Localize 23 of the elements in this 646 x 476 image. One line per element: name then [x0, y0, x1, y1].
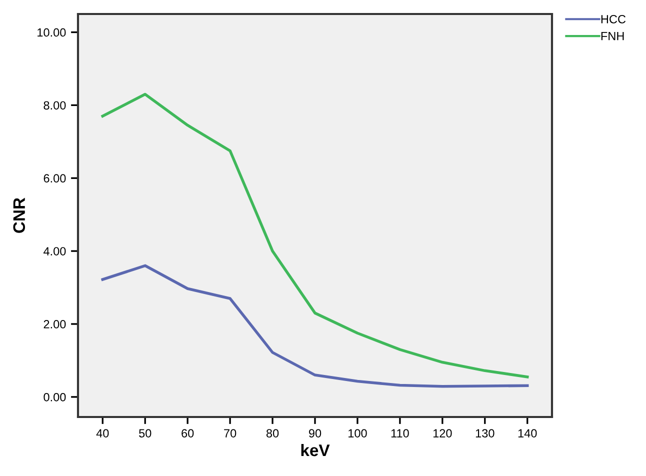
x-tick-label: 60: [182, 429, 194, 438]
x-axis-title: keV: [301, 444, 330, 456]
x-tick-label: 70: [224, 429, 236, 438]
x-tick-label: 110: [391, 429, 409, 438]
y-tick-label: 8.00: [44, 101, 66, 110]
y-axis-title: CNR: [13, 198, 26, 233]
x-tick-label: 80: [266, 429, 279, 438]
y-tick-label: 4.00: [43, 247, 66, 256]
legend-label: FNH: [601, 32, 624, 40]
y-tick-label: 10.00: [38, 28, 66, 37]
y-tick-label: 0.00: [44, 392, 66, 402]
x-tick-label: 100: [348, 429, 367, 438]
x-tick-label: 90: [308, 429, 322, 438]
legend-label: HCC: [601, 15, 626, 24]
x-tick-label: 50: [139, 429, 152, 438]
x-tick-label: 140: [518, 429, 537, 438]
y-tick-label: 2.00: [44, 320, 66, 328]
line-series: [101, 264, 529, 388]
line-series: [101, 92, 529, 378]
y-tick-label: 6.00: [44, 174, 66, 183]
x-tick-label: 120: [433, 429, 452, 438]
x-tick-label: 130: [476, 429, 494, 438]
x-tick-label: 40: [96, 429, 109, 438]
